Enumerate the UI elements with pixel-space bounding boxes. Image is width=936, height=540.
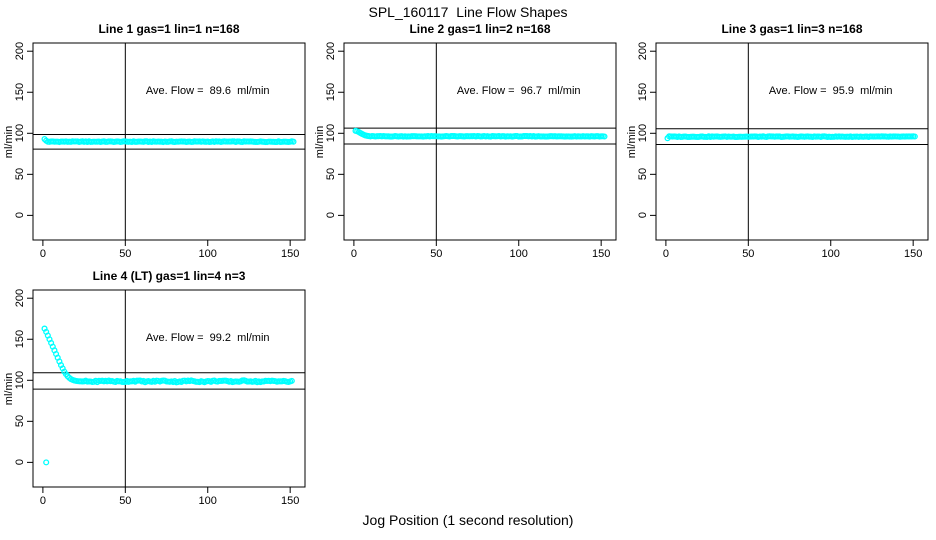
y-tick-label: 0 xyxy=(14,459,26,466)
x-tick-label: 150 xyxy=(280,248,300,260)
panel-title: Line 3 gas=1 lin=3 n=168 xyxy=(721,22,863,36)
data-point xyxy=(288,377,295,384)
x-tick-label: 50 xyxy=(742,248,755,260)
x-tick-label: 50 xyxy=(119,495,132,507)
y-axis-title: ml/min xyxy=(3,125,15,158)
panel-title: Line 1 gas=1 lin=1 n=168 xyxy=(98,22,240,36)
panel-title: Line 4 (LT) gas=1 lin=4 n=3 xyxy=(92,269,246,283)
x-tick-label: 100 xyxy=(198,495,217,507)
x-tick-label: 50 xyxy=(430,248,443,260)
y-tick-label: 0 xyxy=(325,212,337,219)
x-axis-label: Jog Position (1 second resolution) xyxy=(362,512,574,528)
data-point xyxy=(601,133,608,140)
x-tick-label: 50 xyxy=(119,248,132,260)
x-tick-label: 150 xyxy=(280,495,300,507)
panel-title: Line 2 gas=1 lin=2 n=168 xyxy=(409,22,551,36)
x-tick-label: 100 xyxy=(509,248,528,260)
plot-area xyxy=(650,42,929,246)
y-axis-title: ml/min xyxy=(626,125,638,158)
plot-box xyxy=(32,289,306,488)
main-title: SPL_160117 Line Flow Shapes xyxy=(368,4,568,20)
y-tick-label: 150 xyxy=(637,83,649,102)
y-tick-label: 200 xyxy=(14,42,26,61)
x-tick-label: 0 xyxy=(350,248,357,260)
y-tick-label: 200 xyxy=(325,42,337,61)
x-tick-label: 0 xyxy=(39,495,46,507)
y-tick-label: 200 xyxy=(14,289,26,308)
x-tick-label: 100 xyxy=(198,248,217,260)
plot-box xyxy=(343,42,617,241)
y-axis-title: ml/min xyxy=(3,372,15,405)
x-tick-label: 150 xyxy=(903,248,923,260)
y-axis-title: ml/min xyxy=(314,125,326,158)
ave-flow-annotation: Ave. Flow = 99.2 ml/min xyxy=(145,332,270,345)
y-tick-label: 150 xyxy=(14,83,26,102)
ave-flow-annotation: Ave. Flow = 95.9 ml/min xyxy=(768,85,893,98)
x-tick-label: 0 xyxy=(39,248,46,260)
y-tick-label: 150 xyxy=(325,83,337,102)
plot-area xyxy=(338,42,617,246)
ave-flow-annotation: Ave. Flow = 96.7 ml/min xyxy=(456,85,581,98)
plot-box xyxy=(655,42,929,241)
plot-area xyxy=(27,289,306,493)
x-tick-label: 100 xyxy=(821,248,840,260)
plot-area xyxy=(27,42,306,246)
y-tick-label: 0 xyxy=(14,212,26,219)
y-tick-label: 0 xyxy=(637,212,649,219)
x-tick-label: 150 xyxy=(591,248,611,260)
y-tick-label: 200 xyxy=(637,42,649,61)
y-tick-label: 150 xyxy=(14,330,26,349)
data-point xyxy=(290,138,297,145)
plot-box xyxy=(32,42,306,241)
ave-flow-annotation: Ave. Flow = 89.6 ml/min xyxy=(145,85,270,98)
data-point xyxy=(911,133,918,140)
outlier-point xyxy=(43,459,50,466)
x-tick-label: 0 xyxy=(662,248,669,260)
